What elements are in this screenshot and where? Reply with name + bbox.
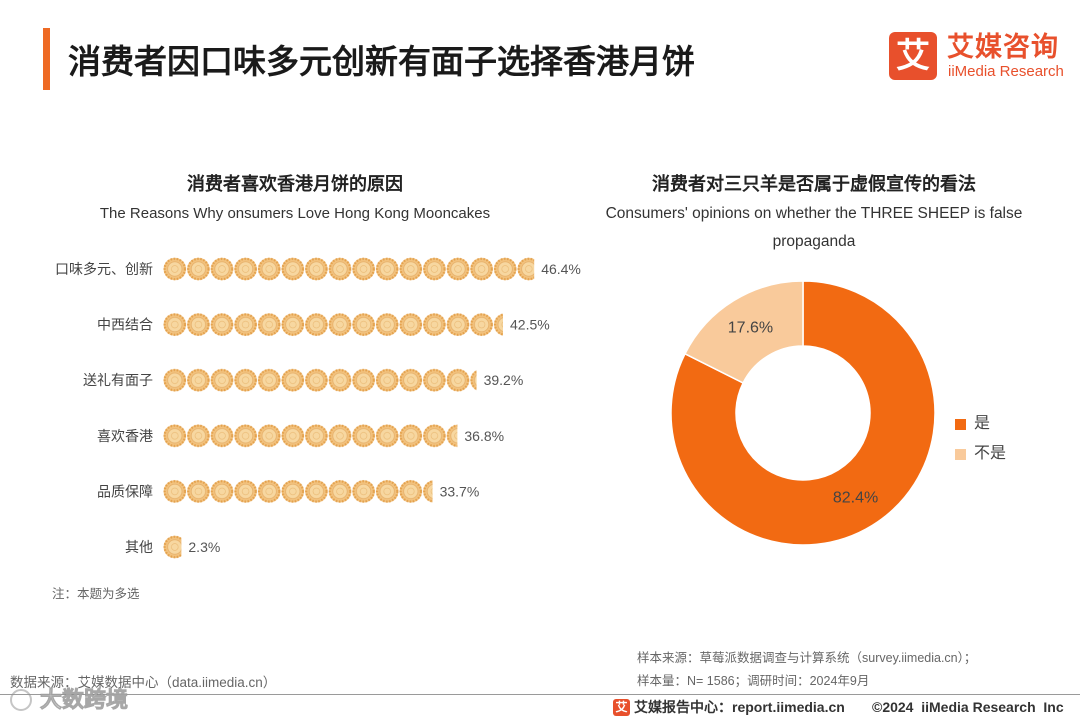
category-label: 品质保障 [97, 483, 153, 499]
chart-note: 注：本题为多选 [52, 587, 140, 601]
category-label: 送礼有面子 [83, 372, 153, 388]
donut-series: 82.4% 17.6% [670, 280, 936, 546]
category-label: 喜欢香港 [97, 428, 153, 444]
legend-label: 不是 [974, 445, 1007, 462]
donut-chart-subtitle: Consumers' opinions on whether the THREE… [605, 205, 1023, 250]
donut-legend: 是 不是 [955, 409, 1006, 469]
bar [163, 368, 477, 393]
data-source: 数据来源：艾媒数据中心（data.iimedia.cn） [10, 675, 277, 690]
logo-name-cn: 艾媒咨询 [947, 32, 1059, 62]
legend-item-yes: 是 [955, 409, 1006, 439]
value-label: 39.2% [484, 372, 524, 388]
bar [163, 423, 458, 448]
logo-name-en: iiMedia Research [948, 63, 1064, 80]
legend-swatch [955, 418, 966, 430]
category-label: 其他 [125, 539, 153, 555]
value-label: 2.3% [188, 539, 220, 555]
bar-row: 其他 2.3% [125, 535, 220, 559]
watermark: 大数跨境 [40, 687, 129, 713]
sample-source: 样本来源：草莓派数据调查与计算系统（survey.iimedia.cn）； [637, 651, 977, 665]
bar-row: 送礼有面子 39.2% [83, 368, 524, 393]
watermark-logo-icon [10, 689, 32, 711]
footer-copyright: ©2024 iiMedia Research Inc [872, 699, 1064, 715]
bar-chart-subtitle: The Reasons Why onsumers Love Hong Kong … [99, 205, 491, 222]
category-label: 口味多元、创新 [55, 261, 153, 277]
sample-size: 样本量：N= 1586；调研时间：2024年9月 [637, 674, 870, 688]
slice-value-label: 17.6% [728, 319, 773, 336]
donut-slice [670, 280, 936, 546]
bar [163, 535, 182, 559]
slice-value-label: 82.4% [833, 490, 878, 507]
donut-slice [684, 280, 804, 384]
bar [163, 257, 535, 281]
donut-chart-title: 消费者对三只羊是否属于虚假宣传的看法 [652, 174, 976, 194]
bar-row: 中西结合 42.5% [97, 312, 550, 337]
bar-chart-title: 消费者喜欢香港月饼的原因 [187, 174, 403, 194]
bar-row: 喜欢香港 36.8% [97, 423, 504, 448]
legend-item-no: 不是 [955, 439, 1006, 469]
bar [163, 479, 433, 504]
bar [163, 312, 503, 337]
page-title: 消费者因口味多元创新有面子选择香港月饼 [68, 43, 695, 80]
footer-logo-icon: 艾 [613, 699, 630, 716]
value-label: 36.8% [464, 428, 504, 444]
value-label: 46.4% [541, 261, 581, 277]
footer-report-center: 艾媒报告中心：report.iimedia.cn [634, 699, 845, 715]
value-label: 33.7% [440, 483, 480, 499]
title-accent-bar [43, 28, 50, 90]
bar-row: 品质保障 33.7% [97, 479, 480, 504]
legend-swatch [955, 448, 966, 460]
bar-series: 口味多元、创新 46.4% 中西结合 42.5% 送礼有面子 39.2% 喜欢香港 36.8%… [55, 257, 581, 559]
bar-chart: 口味多元、创新 46.4% 中西结合 42.5% 送礼有面子 39.2% 喜欢香港 36.8%… [55, 257, 581, 559]
category-label: 中西结合 [97, 317, 153, 333]
iimedia-logo-icon: 艾 [889, 32, 937, 80]
footer-divider [0, 694, 1080, 695]
value-label: 42.5% [510, 317, 550, 333]
legend-label: 是 [974, 415, 991, 432]
bar-row: 口味多元、创新 46.4% [55, 257, 581, 281]
donut-chart: 82.4% 17.6% [670, 280, 936, 546]
